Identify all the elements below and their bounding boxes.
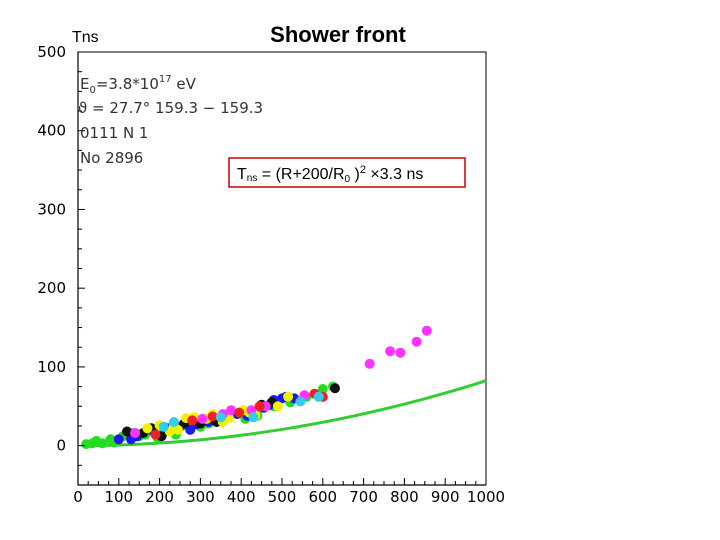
data-point-blue xyxy=(113,434,124,445)
data-point-magenta xyxy=(421,325,432,336)
x-tick-label: 500 xyxy=(268,488,297,506)
data-point-magenta xyxy=(197,413,208,424)
data-point-cyan xyxy=(295,396,306,407)
x-tick-label: 200 xyxy=(145,488,174,506)
y-tick-label: 400 xyxy=(37,122,66,140)
data-point-magenta xyxy=(226,405,236,416)
data-point-red xyxy=(207,411,218,422)
data-point-black xyxy=(122,426,132,437)
formula-border xyxy=(228,157,466,188)
data-point-red xyxy=(187,415,198,426)
x-tick-label: 700 xyxy=(349,488,378,506)
data-point-green xyxy=(317,384,328,394)
energy-annotation: E0=3.8*1017 eV xyxy=(80,74,197,96)
code-annotation: 0111 N 1 xyxy=(80,124,148,142)
chart-title: Shower front xyxy=(270,22,406,47)
y-tick-label: 100 xyxy=(37,358,66,376)
data-point-red xyxy=(150,429,161,440)
y-tick-label: 0 xyxy=(56,437,66,455)
x-tick-label: 600 xyxy=(308,488,337,506)
y-tick-label: 500 xyxy=(37,43,66,61)
x-tick-label: 100 xyxy=(104,488,133,506)
x-tick-label: 0 xyxy=(73,488,83,506)
y-tick-label: 200 xyxy=(37,279,66,297)
data-point-cyan xyxy=(158,421,169,432)
x-tick-label: 300 xyxy=(186,488,215,506)
data-point-cyan xyxy=(215,412,226,423)
data-point-magenta xyxy=(411,336,422,347)
data-point-cyan xyxy=(168,417,179,427)
data-point-magenta xyxy=(385,346,396,357)
info-block: E0=3.8*1017 eV ϑ = 27.7° 159.3 − 159.3 0… xyxy=(78,74,263,167)
fit-curve xyxy=(86,379,487,448)
data-point-magenta xyxy=(364,358,375,369)
y-tick-label: 300 xyxy=(37,200,66,218)
x-tick-label: 400 xyxy=(227,488,256,506)
event-number-annotation: No 2896 xyxy=(80,149,143,167)
formula-box: Tns = (R+200/R0 )2 ×3.3 ns xyxy=(228,157,466,188)
data-point-yellow xyxy=(283,391,294,402)
data-point-cyan xyxy=(248,412,259,423)
data-point-yellow xyxy=(173,424,183,435)
data-point-yellow xyxy=(272,401,283,412)
data-point-black xyxy=(330,383,340,394)
angle-annotation: ϑ = 27.7° 159.3 − 159.3 xyxy=(78,99,263,117)
data-point-magenta xyxy=(395,347,406,358)
formula-text: Tns = (R+200/R0 )2 ×3.3 ns xyxy=(237,164,423,185)
x-tick-label: 800 xyxy=(390,488,419,506)
x-tick-label: 900 xyxy=(431,488,460,506)
x-tick-label: 1000 xyxy=(467,488,505,506)
data-point-cyan xyxy=(313,391,324,402)
data-point-red xyxy=(254,401,265,412)
data-point-green xyxy=(97,438,108,449)
data-point-yellow xyxy=(142,423,153,434)
y-axis-label: Tns xyxy=(72,29,99,46)
data-point-red xyxy=(234,407,245,418)
data-point-magenta xyxy=(130,428,141,438)
